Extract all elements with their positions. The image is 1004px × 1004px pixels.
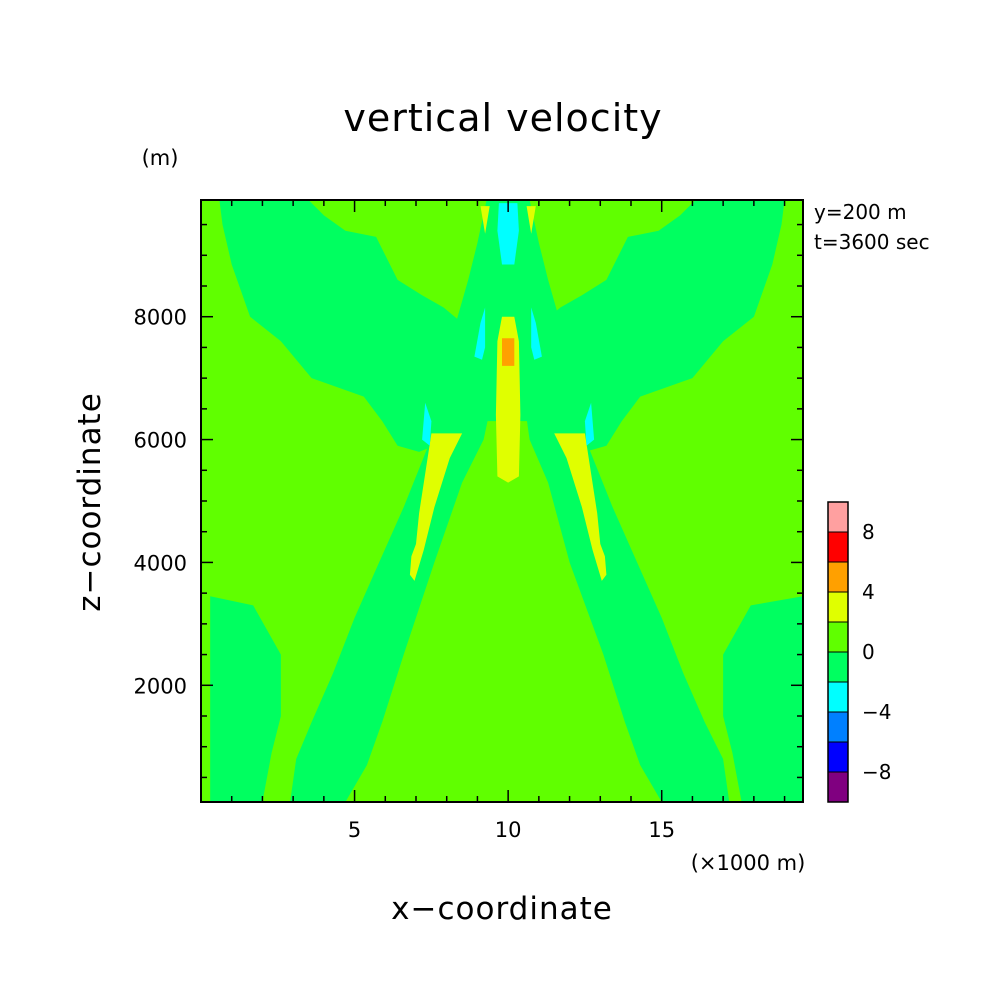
plot-area [201,200,803,802]
x-tick-label: 10 [495,818,522,842]
contour-region-17 [474,307,486,360]
colorbar-tick-label: 0 [862,640,875,664]
contour-region-16 [497,203,519,265]
plot-axes: 5 10 15 2000 4000 6000 8000 [134,199,804,842]
x-tick-label: 15 [648,818,675,842]
y-tick-label: 8000 [134,306,187,330]
colorbar-swatch [828,742,848,772]
contour-region-13 [554,433,607,581]
contour-region-14 [480,206,490,234]
contour-region-3 [532,200,785,452]
contour-region-2 [219,200,472,452]
x-axis-title: x−coordinate [391,891,613,927]
contour-region-18 [531,307,542,360]
colorbar-swatch [828,622,848,652]
colorbar-swatch [828,712,848,742]
contour-region-1 [723,596,803,802]
x-tick-label: 5 [348,818,361,842]
contour-region-9 [492,501,524,723]
contour-region-11 [502,338,515,366]
colorbar-swatch [828,682,848,712]
chart-title: vertical velocity [343,96,662,140]
colorbar-swatch [828,772,848,802]
colorbar-swatch [828,502,848,532]
contour-region-12 [409,433,463,581]
x-unit-label: (×1000 m) [691,851,806,875]
y-tick-label: 2000 [134,674,187,698]
colorbar-tick-label: 4 [862,580,875,604]
contour-region-7 [459,691,481,759]
info-line-t: t=3600 sec [814,230,930,254]
contour-region-19 [422,402,432,446]
contour-region-4 [455,200,561,422]
y-unit-label: (m) [142,146,179,170]
contour-region-0 [210,596,281,802]
y-axis-title: z−coordinate [72,392,108,612]
colorbar: −8 −4 0 4 8 [827,501,891,803]
colorbar-swatch [828,592,848,622]
colorbar-tick-label: −8 [862,760,891,784]
colorbar-swatch [828,562,848,592]
y-tick-label: 6000 [134,429,187,453]
info-line-y: y=200 m [814,200,907,224]
contour-region-20 [584,402,595,446]
colorbar-tick-label: −4 [862,700,891,724]
colorbar-tick-label: 8 [862,520,875,544]
colorbar-swatch [828,532,848,562]
contour-region-15 [526,206,536,234]
y-tick-label: 4000 [134,551,187,575]
contour-region-8 [535,691,558,759]
colorbar-swatch [828,652,848,682]
